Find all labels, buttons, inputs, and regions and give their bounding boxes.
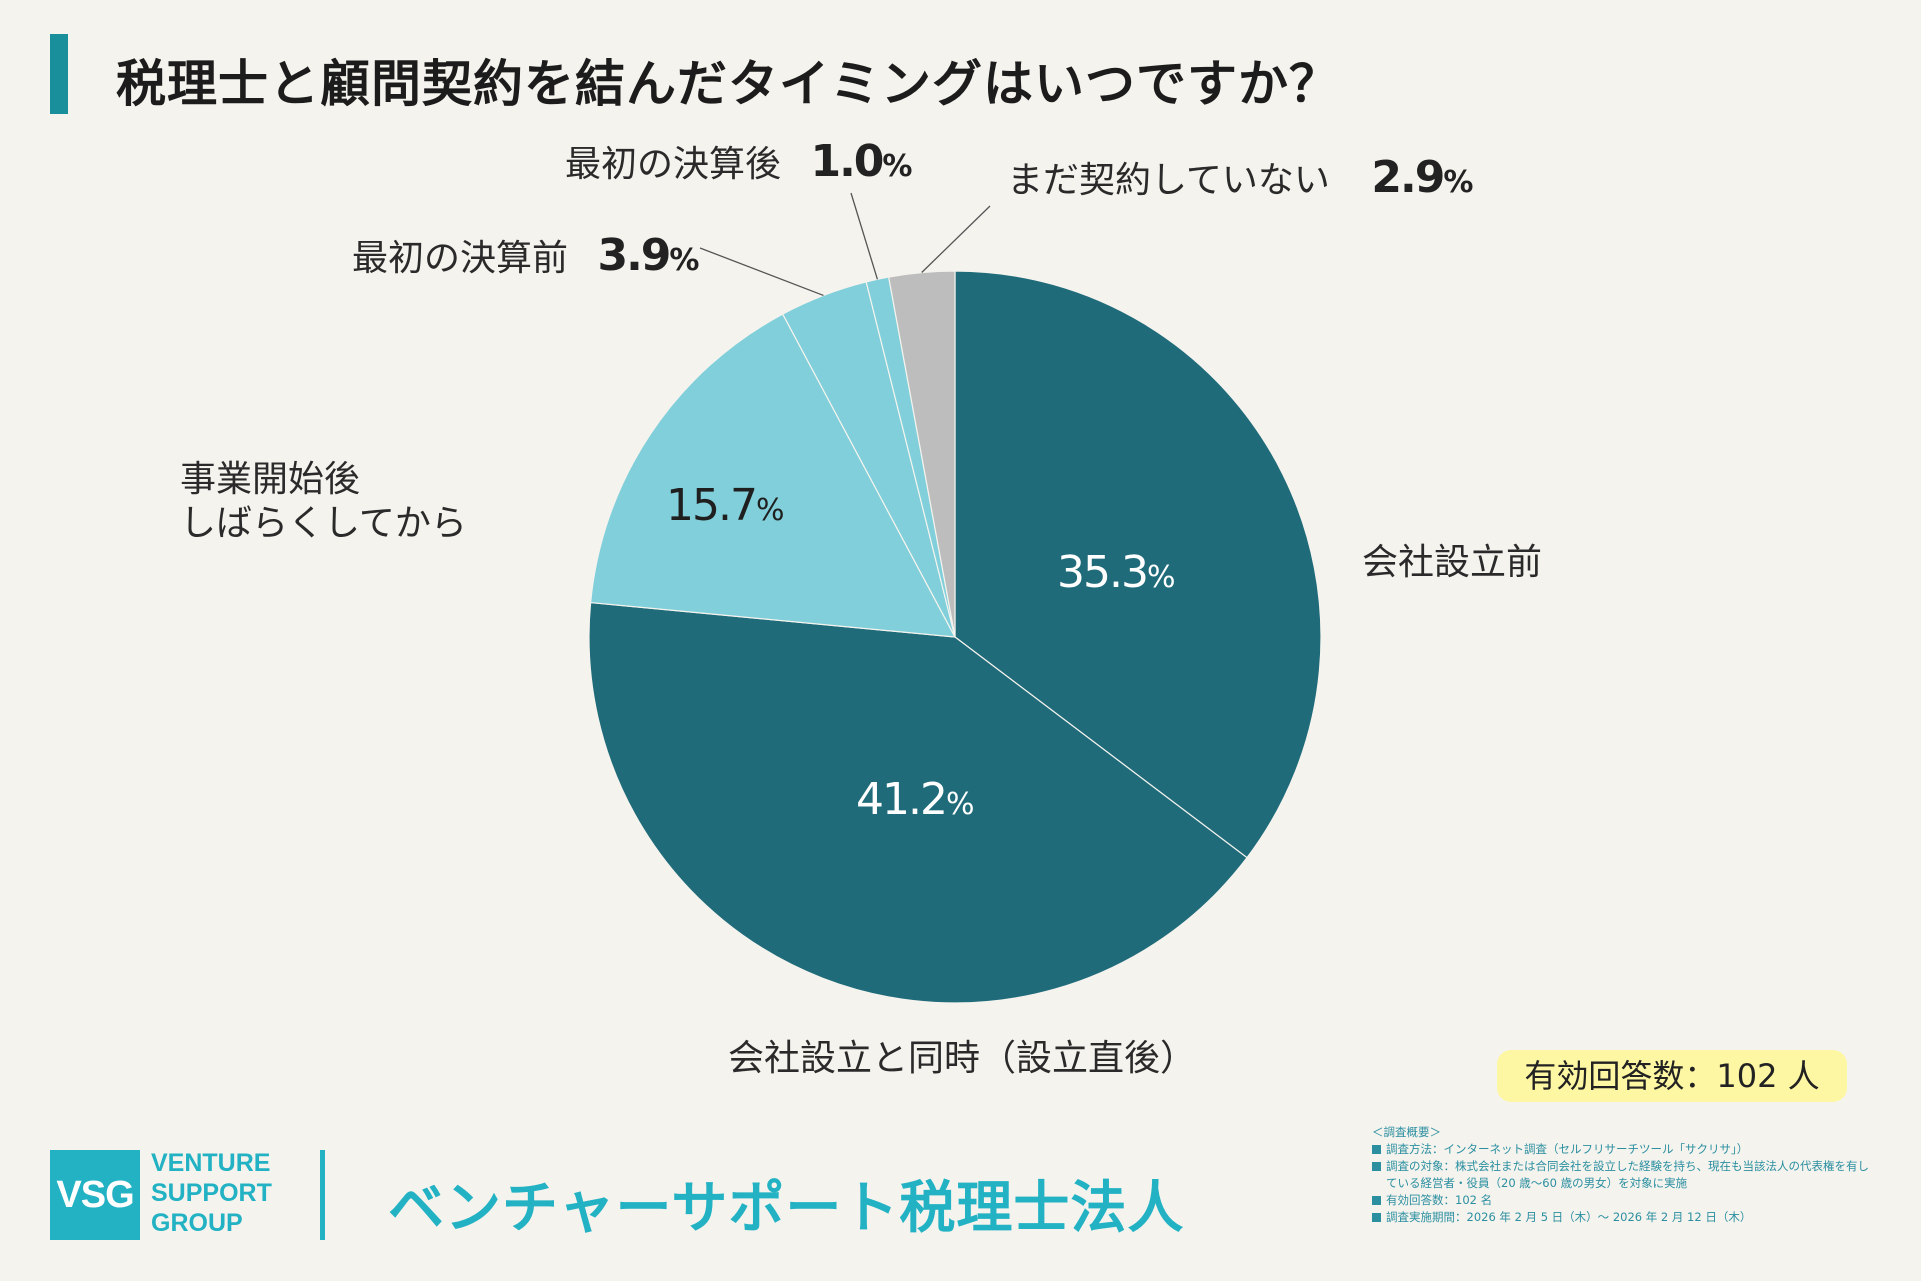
value-not-yet-unit: % — [1443, 165, 1474, 200]
value-before-first-settlement-unit: % — [669, 243, 700, 278]
label-after-start-line1: 事業開始後 — [180, 459, 361, 500]
value-not-yet-number: 2.9 — [1371, 152, 1445, 203]
label-after-start: 事業開始後 しばらくしてから — [180, 458, 467, 546]
logo-wordmark: VENTURE SUPPORT GROUP — [151, 1148, 272, 1238]
logo-divider — [320, 1150, 325, 1240]
label-before-founding: 会社設立前 — [1362, 542, 1543, 583]
chart-title: 税理士と顧問契約を結んだタイミングはいつですか？ — [116, 55, 1340, 113]
value-at-founding-unit: % — [945, 787, 975, 822]
value-not-yet: 2.9% — [1371, 152, 1473, 203]
label-after-first-settlement: 最初の決算後 1.0% — [565, 140, 912, 189]
slice-after-start — [589, 313, 957, 638]
logo-word-2: SUPPORT — [151, 1179, 272, 1207]
slice-not-yet — [887, 270, 956, 638]
value-at-founding-number: 41.2 — [856, 774, 948, 825]
slice-at-founding — [588, 601, 1248, 1004]
value-before-founding-number: 35.3 — [1057, 547, 1149, 598]
logo-word-1: VENTURE — [151, 1149, 271, 1177]
leader-after-first-settlement — [850, 192, 879, 280]
value-after-start: 15.7% — [666, 480, 784, 531]
value-before-founding: 35.3% — [1057, 547, 1175, 598]
value-after-start-number: 15.7 — [666, 480, 758, 531]
value-before-first-settlement: 3.9% — [597, 230, 699, 281]
logo-word-3: GROUP — [151, 1209, 243, 1237]
company-name: ベンチャーサポート税理士法人 — [388, 1176, 1185, 1241]
value-before-founding-unit: % — [1146, 560, 1176, 595]
value-after-first-settlement-number: 1.0 — [810, 136, 884, 187]
leader-before-first-settlement — [699, 247, 824, 297]
responses-badge: 有効回答数：102 人 — [1497, 1050, 1847, 1102]
label-not-yet-text: まだ契約していない — [1007, 160, 1330, 201]
survey-responses: 有効回答数：102 名 — [1372, 1192, 1872, 1209]
label-at-founding: 会社設立と同時（設立直後） — [728, 1038, 1197, 1079]
label-after-first-settlement-text: 最初の決算後 — [565, 144, 782, 185]
survey-method: 調査方法：インターネット調査（セルフリサーチツール「サクリサ」） — [1372, 1141, 1872, 1158]
value-before-first-settlement-number: 3.9 — [597, 230, 671, 281]
survey-overview: ＜調査概要＞ 調査方法：インターネット調査（セルフリサーチツール「サクリサ」） … — [1372, 1124, 1872, 1226]
leader-not-yet — [921, 205, 991, 273]
label-before-first-settlement: 最初の決算前 3.9% — [352, 234, 699, 283]
label-not-yet: まだ契約していない 2.9% — [1007, 156, 1473, 205]
value-after-first-settlement: 1.0% — [810, 136, 912, 187]
value-at-founding: 41.2% — [856, 774, 974, 825]
slice-before-founding — [954, 270, 1322, 859]
value-after-start-unit: % — [755, 493, 785, 528]
survey-target: 調査の対象：株式会社または合同会社を設立した経験を持ち、現在も当該法人の代表権を… — [1372, 1158, 1872, 1192]
value-after-first-settlement-unit: % — [882, 149, 913, 184]
survey-heading: ＜調査概要＞ — [1372, 1125, 1441, 1139]
survey-period: 調査実施期間：2026 年 2 月 5 日（木）～ 2026 年 2 月 12 … — [1372, 1209, 1872, 1226]
label-before-first-settlement-text: 最初の決算前 — [352, 238, 569, 279]
vsg-logo: VSG — [50, 1150, 140, 1240]
title-accent-bar — [50, 34, 68, 114]
label-after-start-line2: しばらくしてから — [180, 503, 467, 544]
